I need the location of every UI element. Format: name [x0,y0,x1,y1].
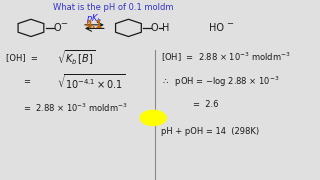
Text: [OH]  =  2.88 $\times$ 10$^{-3}$ moldm$^{-3}$: [OH] = 2.88 $\times$ 10$^{-3}$ moldm$^{-… [161,51,291,64]
Text: pK$_b$: pK$_b$ [86,12,103,25]
Text: O: O [150,23,158,33]
Text: $\sqrt{K_b\,[B]}$: $\sqrt{K_b\,[B]}$ [57,48,96,67]
Text: $\sqrt{10^{-4.1}\times 0.1}$: $\sqrt{10^{-4.1}\times 0.1}$ [57,73,125,91]
Text: 4.1: 4.1 [86,20,103,30]
Text: =  2.88 $\times$ 10$^{-3}$ moldm$^{-3}$: = 2.88 $\times$ 10$^{-3}$ moldm$^{-3}$ [23,102,128,114]
Text: [OH]  =: [OH] = [6,53,38,62]
Text: $\therefore$  pOH = $-$log 2.88 $\times$ 10$^{-3}$: $\therefore$ pOH = $-$log 2.88 $\times$ … [161,75,280,89]
Circle shape [140,110,166,125]
Text: =  2.6: = 2.6 [194,100,219,109]
Text: O: O [54,23,61,33]
Text: What is the pH of 0.1 moldm: What is the pH of 0.1 moldm [52,3,173,12]
Text: pH + pOH = 14  (298K): pH + pOH = 14 (298K) [161,127,259,136]
Text: −: − [60,19,68,28]
Text: H: H [162,23,169,33]
Text: −: − [226,19,233,28]
Text: HO: HO [209,23,224,33]
Text: =: = [23,77,30,86]
